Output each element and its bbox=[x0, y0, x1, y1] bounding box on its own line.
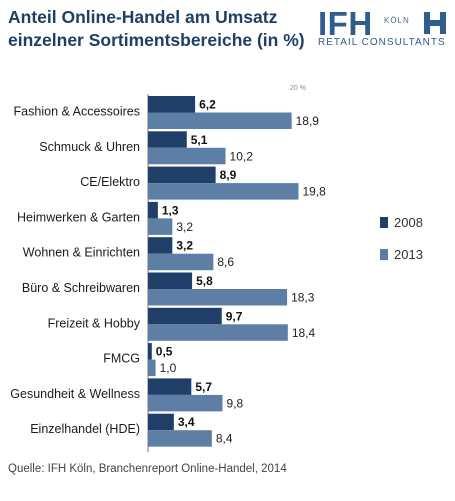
ifh-logo: IFH KÖLN RETAIL CONSULTANTS bbox=[318, 5, 448, 51]
bar-2008 bbox=[148, 378, 192, 395]
logo-brand: IFH bbox=[318, 5, 373, 42]
x-tick-label: 20 % bbox=[290, 85, 306, 92]
chart-title-line-1: Anteil Online-Handel am Umsatz bbox=[8, 7, 278, 27]
data-label-2013: 8,6 bbox=[217, 255, 234, 269]
category-label: Heimwerken & Garten bbox=[17, 210, 140, 224]
data-label-2008: 9,7 bbox=[226, 309, 243, 323]
bar-2013 bbox=[148, 218, 173, 235]
data-label-2008: 0,5 bbox=[156, 345, 173, 359]
bar-2008 bbox=[148, 413, 174, 431]
legend-item-2008: 2008 bbox=[380, 215, 423, 230]
bar-2008 bbox=[148, 131, 187, 148]
bar-2013 bbox=[148, 183, 299, 200]
bar-2008 bbox=[148, 307, 222, 325]
bar-2013 bbox=[148, 289, 288, 306]
category-label: CE/Elektro bbox=[80, 175, 140, 189]
data-label-2008: 6,2 bbox=[199, 98, 216, 112]
data-label-2008: 5,7 bbox=[195, 380, 212, 394]
category-label: Gesundheit & Wellness bbox=[10, 387, 140, 401]
bar-2013 bbox=[148, 394, 223, 412]
category-label: Büro & Schreibwaren bbox=[22, 281, 140, 295]
bar-2013 bbox=[148, 359, 156, 377]
data-label-2008: 1,3 bbox=[162, 203, 179, 217]
chart-title-line-2: einzelner Sortimentsbereiche (in %) bbox=[8, 30, 305, 50]
bar-2013 bbox=[148, 324, 288, 341]
bar-2013 bbox=[148, 253, 214, 271]
data-label-2008: 8,9 bbox=[220, 168, 237, 182]
logo-city: KÖLN bbox=[384, 16, 410, 25]
data-label-2008: 3,2 bbox=[176, 239, 193, 253]
category-label: Wohnen & Einrichten bbox=[23, 246, 140, 260]
data-label-2013: 18,4 bbox=[292, 326, 316, 340]
logo-subtitle: RETAIL CONSULTANTS bbox=[318, 37, 446, 48]
bar-2013 bbox=[148, 147, 226, 165]
data-label-2008: 5,1 bbox=[191, 133, 208, 147]
data-label-2013: 18,9 bbox=[296, 114, 320, 128]
bar-2008 bbox=[148, 201, 158, 219]
category-label: Freizeit & Hobby bbox=[48, 316, 141, 330]
bar-2013 bbox=[148, 430, 212, 447]
data-label-2013: 10,2 bbox=[230, 149, 254, 163]
bar-2008 bbox=[148, 343, 152, 360]
data-label-2013: 1,0 bbox=[160, 361, 177, 375]
legend-label-2013: 2013 bbox=[394, 247, 423, 262]
bar-2008 bbox=[148, 237, 173, 254]
data-label-2013: 3,2 bbox=[176, 220, 193, 234]
category-label: Fashion & Accessoires bbox=[14, 105, 140, 119]
legend-item-2013: 2013 bbox=[380, 247, 423, 262]
chart-title: Anteil Online-Handel am Umsatz einzelner… bbox=[8, 6, 308, 52]
data-label-2008: 5,8 bbox=[196, 274, 213, 288]
source-note: Quelle: IFH Köln, Branchenreport Online-… bbox=[8, 463, 287, 475]
chart-bars: Fashion & Accessoires 6,2 18,9 Schmuck & Uh… bbox=[10, 96, 326, 447]
bar-2008 bbox=[148, 96, 196, 113]
legend-swatch-2013 bbox=[380, 249, 388, 260]
data-label-2013: 9,8 bbox=[226, 396, 243, 410]
data-label-2013: 18,3 bbox=[291, 291, 315, 305]
data-label-2013: 19,8 bbox=[302, 185, 326, 199]
data-label-2013: 8,4 bbox=[216, 432, 233, 446]
legend-label-2008: 2008 bbox=[394, 215, 423, 230]
category-label: FMCG bbox=[103, 352, 140, 366]
category-label: Einzelhandel (HDE) bbox=[30, 422, 140, 436]
category-label: Schmuck & Uhren bbox=[39, 140, 140, 154]
bar-2013 bbox=[148, 112, 292, 129]
chart-legend: 2008 2013 bbox=[380, 215, 423, 279]
bar-2008 bbox=[148, 166, 216, 184]
logo-mark-icon bbox=[424, 12, 446, 34]
bar-2008 bbox=[148, 272, 193, 289]
data-label-2008: 3,4 bbox=[178, 415, 195, 429]
legend-swatch-2008 bbox=[380, 217, 388, 228]
